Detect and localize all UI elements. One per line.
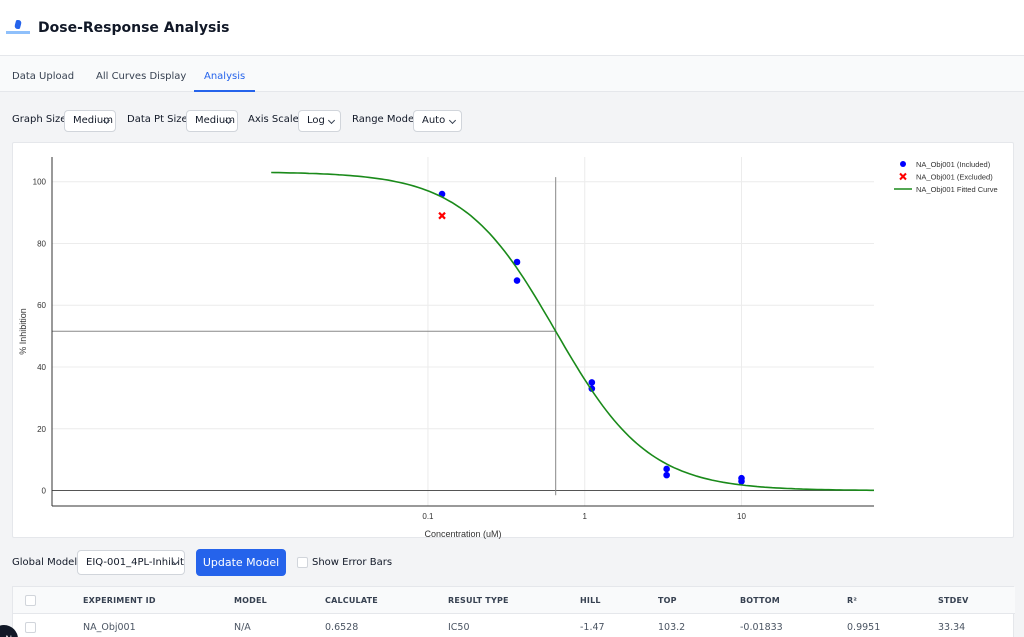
cell-stdev: 33.34	[938, 622, 966, 633]
row-checkbox[interactable]	[25, 622, 36, 633]
y-tick-label: 100	[33, 178, 47, 187]
y-axis-label: % Inhibition	[18, 308, 28, 355]
series-marks	[271, 171, 874, 492]
chart-legend: NA_Obj001 (Included) NA_Obj001 (Excluded)…	[894, 160, 998, 194]
column-header[interactable]: MODEL	[234, 596, 267, 605]
included-data-point	[738, 477, 745, 485]
legend-label: NA_Obj001 (Included)	[916, 160, 991, 169]
axis-ticks: 0 20 40 60 80 100 0.1 1 10	[33, 178, 747, 521]
graph-controls: Graph Size: Medium Data Pt Size: Medium …	[0, 108, 1024, 134]
data-pt-size-select[interactable]: Medium	[186, 110, 238, 132]
select-all-checkbox[interactable]	[25, 595, 36, 606]
axis-scale-value: Log	[307, 115, 325, 126]
global-model-label: Global Model:	[12, 557, 81, 568]
legend-item: NA_Obj001 (Excluded)	[899, 172, 993, 182]
included-data-point	[663, 465, 670, 473]
column-header[interactable]: RESULT TYPE	[448, 596, 509, 605]
column-header[interactable]: CALCULATE	[325, 596, 378, 605]
legend-item: NA_Obj001 (Included)	[900, 160, 991, 169]
data-pt-size-value: Medium	[195, 115, 235, 126]
x-axis-label: Concentration (uM)	[424, 529, 501, 539]
tab-bar: Data Upload All Curves Display Analysis	[0, 56, 1024, 92]
global-model-value: EIQ-001_4PL-Inhibitor	[86, 557, 185, 568]
table-header: EXPERIMENT ID MODEL CALCULATE RESULT TYP…	[13, 587, 1015, 614]
graph-size-value: Medium	[73, 115, 113, 126]
update-model-button[interactable]: Update Model	[196, 549, 286, 576]
column-header[interactable]: BOTTOM	[740, 596, 780, 605]
legend-item: NA_Obj001 Fitted Curve	[894, 185, 998, 194]
y-tick-label: 80	[37, 239, 46, 248]
cell-hill: -1.47	[580, 622, 605, 633]
legend-marker	[900, 161, 906, 167]
dose-response-chart[interactable]: 0 20 40 60 80 100 0.1 1 10 Concentration (uM) % …	[13, 143, 1015, 539]
x-tick-label: 1	[583, 512, 588, 521]
tab-data-upload[interactable]: Data Upload	[12, 71, 75, 82]
y-tick-label: 0	[42, 487, 47, 496]
column-header[interactable]: R²	[847, 596, 858, 605]
legend-marker	[899, 172, 907, 181]
tab-analysis[interactable]: Analysis	[194, 56, 256, 92]
tab-all-curves-display[interactable]: All Curves Display	[96, 71, 187, 82]
grid-lines	[52, 157, 874, 506]
fitted-curve-line	[271, 171, 874, 492]
floating-badge[interactable]: N	[0, 625, 18, 637]
reference-lines	[52, 177, 557, 496]
y-tick-label: 40	[37, 363, 46, 372]
app-title: Dose-Response Analysis	[38, 19, 230, 36]
app-header: Dose-Response Analysis	[0, 0, 1024, 56]
model-row: Global Model: EIQ-001_4PL-Inhibitor Upda…	[0, 548, 1024, 576]
included-data-point	[513, 277, 521, 284]
excluded-data-point	[438, 211, 446, 220]
app-logo-icon	[6, 18, 30, 38]
cell-bottom: -0.01833	[740, 622, 783, 633]
column-header[interactable]: STDEV	[938, 596, 969, 605]
included-data-point	[663, 471, 670, 479]
axis-scale-select[interactable]: Log	[298, 110, 341, 132]
chevron-down-icon	[448, 116, 457, 125]
y-tick-label: 60	[37, 301, 46, 310]
cell-result-type: IC50	[448, 622, 470, 633]
results-table: EXPERIMENT ID MODEL CALCULATE RESULT TYP…	[12, 586, 1015, 637]
cell-calculate: 0.6528	[325, 622, 359, 633]
cell-experiment-id: NA_Obj001	[83, 622, 136, 633]
axis-scale-label: Axis Scale:	[248, 114, 303, 125]
included-data-point	[513, 258, 521, 266]
global-model-select[interactable]: EIQ-001_4PL-Inhibitor	[77, 550, 185, 575]
chart-card: 0 20 40 60 80 100 0.1 1 10 Concentration (uM) % …	[12, 142, 1015, 539]
graph-size-label: Graph Size:	[12, 114, 70, 125]
cell-r-squared: 0.9951	[847, 622, 881, 633]
range-mode-select[interactable]: Auto	[413, 110, 462, 132]
show-error-bars-checkbox[interactable]	[297, 557, 308, 568]
column-header[interactable]: EXPERIMENT ID	[83, 596, 156, 605]
graph-size-select[interactable]: Medium	[64, 110, 116, 132]
range-mode-label: Range Mode:	[352, 114, 418, 125]
cell-model: N/A	[234, 622, 251, 633]
legend-label: NA_Obj001 Fitted Curve	[916, 185, 998, 194]
included-data-point	[588, 379, 596, 386]
chevron-down-icon	[327, 116, 336, 125]
x-tick-label: 0.1	[422, 512, 434, 521]
x-tick-label: 10	[737, 512, 746, 521]
legend-label: NA_Obj001 (Excluded)	[916, 173, 993, 182]
column-header[interactable]: HILL	[580, 596, 601, 605]
column-header[interactable]: TOP	[658, 596, 677, 605]
data-pt-size-label: Data Pt Size:	[127, 114, 192, 125]
y-tick-label: 20	[37, 425, 46, 434]
show-error-bars-label: Show Error Bars	[312, 557, 393, 568]
cell-top: 103.2	[658, 622, 686, 633]
range-mode-value: Auto	[422, 115, 446, 126]
